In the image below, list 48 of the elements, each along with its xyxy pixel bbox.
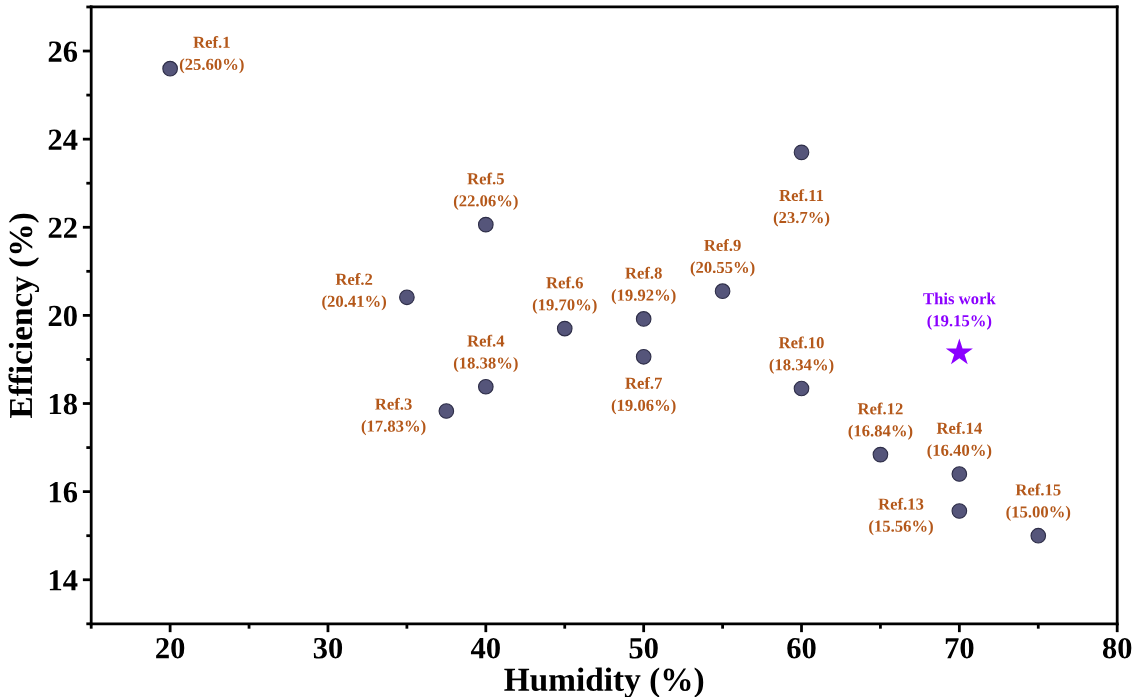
y-tick-label: 20: [48, 305, 77, 327]
point: [635, 311, 652, 327]
point: [399, 289, 415, 306]
point: [1030, 527, 1047, 544]
x-tick-label: 50: [629, 637, 658, 659]
y-tick-label: 18: [49, 393, 77, 415]
y-tick-label: 16: [49, 482, 78, 503]
point: [162, 60, 178, 77]
point: [945, 338, 973, 365]
annotation: Ref.4 (18.38%): [453, 334, 518, 373]
y-axis-title: Efficiency (%): [8, 213, 40, 419]
point: [793, 380, 810, 397]
point: [951, 503, 968, 519]
point: [872, 446, 889, 463]
y-tick-label: 24: [48, 129, 78, 150]
point: [477, 378, 494, 395]
annotation: Ref.2 (20.41%): [322, 273, 387, 311]
point: [438, 403, 455, 419]
x-tick-label: 20: [156, 637, 185, 659]
y-tick-label: 14: [49, 570, 78, 591]
point: [714, 283, 731, 299]
annotation: Ref.13 (15.56%): [869, 497, 933, 536]
annotation: Ref.7 (19.06%): [611, 376, 676, 415]
annotation: Ref.9 (20.55%): [690, 239, 755, 277]
point: [793, 144, 810, 161]
annotation: Ref.8 (19.92%): [611, 266, 676, 305]
annotation: Ref.14 (16.40%): [927, 421, 992, 460]
point: [951, 466, 968, 482]
annotation: Ref.5 (22.06%): [453, 172, 518, 210]
x-tick-label: 80: [1102, 637, 1132, 659]
annotation: Ref.1 (25.60%): [179, 36, 244, 74]
point: [556, 320, 573, 337]
annotation: Ref.6 (19.70%): [532, 276, 597, 314]
annotation: This work (19.15%): [923, 292, 996, 330]
annotation: Ref.3 (17.83%): [361, 397, 426, 436]
x-axis-title: Humidity (%): [504, 667, 704, 697]
annotation: Ref.15 (15.00%): [1006, 483, 1071, 521]
x-tick-label: 70: [945, 637, 974, 659]
point: [477, 216, 494, 233]
annotation: Ref.11 (23.7%): [773, 189, 830, 227]
y-tick-label: 22: [48, 217, 77, 238]
x-tick-label: 60: [787, 637, 816, 659]
x-tick-label: 40: [470, 637, 500, 659]
annotation: Ref.10 (18.34%): [769, 336, 834, 374]
x-tick-label: 30: [313, 637, 343, 659]
annotation: Ref.12 (16.84%): [848, 402, 913, 440]
y-tick-label: 26: [48, 41, 78, 62]
point: [635, 348, 652, 365]
